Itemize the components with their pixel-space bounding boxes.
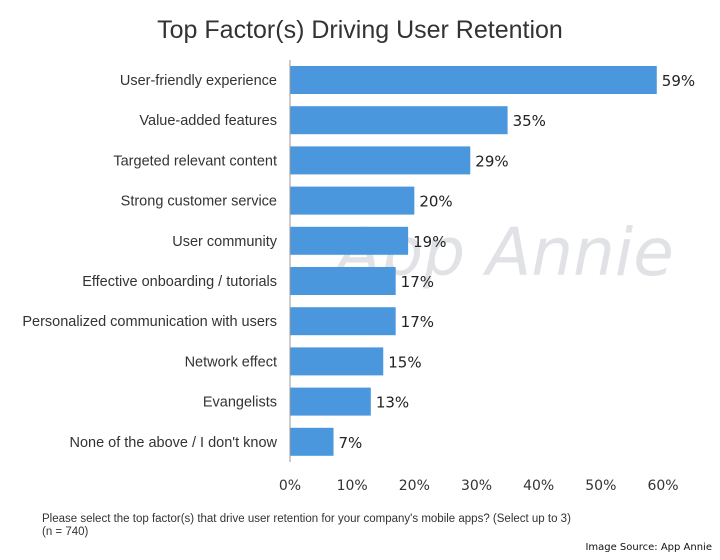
value-label: 15%: [388, 353, 421, 371]
value-label: 19%: [413, 233, 446, 251]
x-tick-label: 60%: [647, 478, 678, 494]
bar-group: User community 19%: [172, 226, 446, 255]
value-label: 59%: [662, 72, 695, 90]
bar: [290, 66, 657, 94]
bar: [290, 307, 396, 336]
x-tick-label: 0%: [279, 478, 301, 494]
bar: [290, 387, 371, 416]
bar: [290, 186, 415, 215]
bar: [290, 226, 409, 255]
category-label: User community: [172, 234, 277, 250]
value-label: 17%: [401, 313, 434, 331]
x-axis-ticks: 0% 10% 20% 30% 40% 50% 60%: [279, 478, 679, 494]
x-tick-label: 50%: [585, 478, 616, 494]
bar: [290, 146, 471, 175]
chart-title: Top Factor(s) Driving User Retention: [157, 16, 563, 44]
category-label: Strong customer service: [121, 194, 277, 210]
bar-group: Targeted relevant content 29%: [113, 146, 509, 175]
survey-footnote: Please select the top factor(s) that dri…: [42, 513, 682, 539]
bar: [290, 267, 396, 295]
footnote-sample-size: (n = 740): [42, 526, 89, 538]
image-source-credit: Image Source: App Annie: [585, 542, 712, 553]
category-label: Value-added features: [139, 113, 277, 129]
x-tick-label: 30%: [461, 478, 492, 494]
value-label: 35%: [513, 112, 546, 130]
value-label: 29%: [475, 152, 508, 170]
category-label: Network effect: [185, 354, 277, 370]
bar-chart: Top Factor(s) Driving User Retention App…: [22, 16, 695, 494]
bar-group: Personalized communication with users 17%: [22, 307, 434, 336]
bar: [290, 427, 334, 456]
category-label: Evangelists: [203, 395, 277, 411]
x-tick-label: 10%: [337, 478, 368, 494]
bars-layer: User-friendly experience 59% Value-added f…: [22, 66, 695, 456]
x-tick-label: 40%: [523, 478, 554, 494]
bar-group: Value-added features 35%: [139, 106, 546, 135]
category-label: User-friendly experience: [120, 73, 277, 89]
bar-group: Evangelists 13%: [203, 387, 409, 416]
category-label: Effective onboarding / tutorials: [82, 274, 277, 290]
bar-group: None of the above / I don't know 7%: [69, 427, 363, 456]
bar: [290, 347, 384, 376]
bar-group: Effective onboarding / tutorials 17%: [82, 267, 434, 295]
value-label: 20%: [419, 193, 452, 211]
category-label: None of the above / I don't know: [69, 435, 277, 451]
category-label: Targeted relevant content: [113, 153, 277, 169]
value-label: 7%: [339, 434, 363, 452]
value-label: 13%: [376, 394, 409, 412]
bar-group: Network effect 15%: [185, 347, 422, 376]
x-tick-label: 20%: [399, 478, 430, 494]
footnote-question: Please select the top factor(s) that dri…: [42, 513, 571, 525]
bar-group: Strong customer service 20%: [121, 186, 453, 215]
bar: [290, 106, 508, 135]
category-label: Personalized communication with users: [22, 314, 277, 330]
bar-group: User-friendly experience 59%: [120, 66, 695, 94]
value-label: 17%: [401, 273, 434, 291]
